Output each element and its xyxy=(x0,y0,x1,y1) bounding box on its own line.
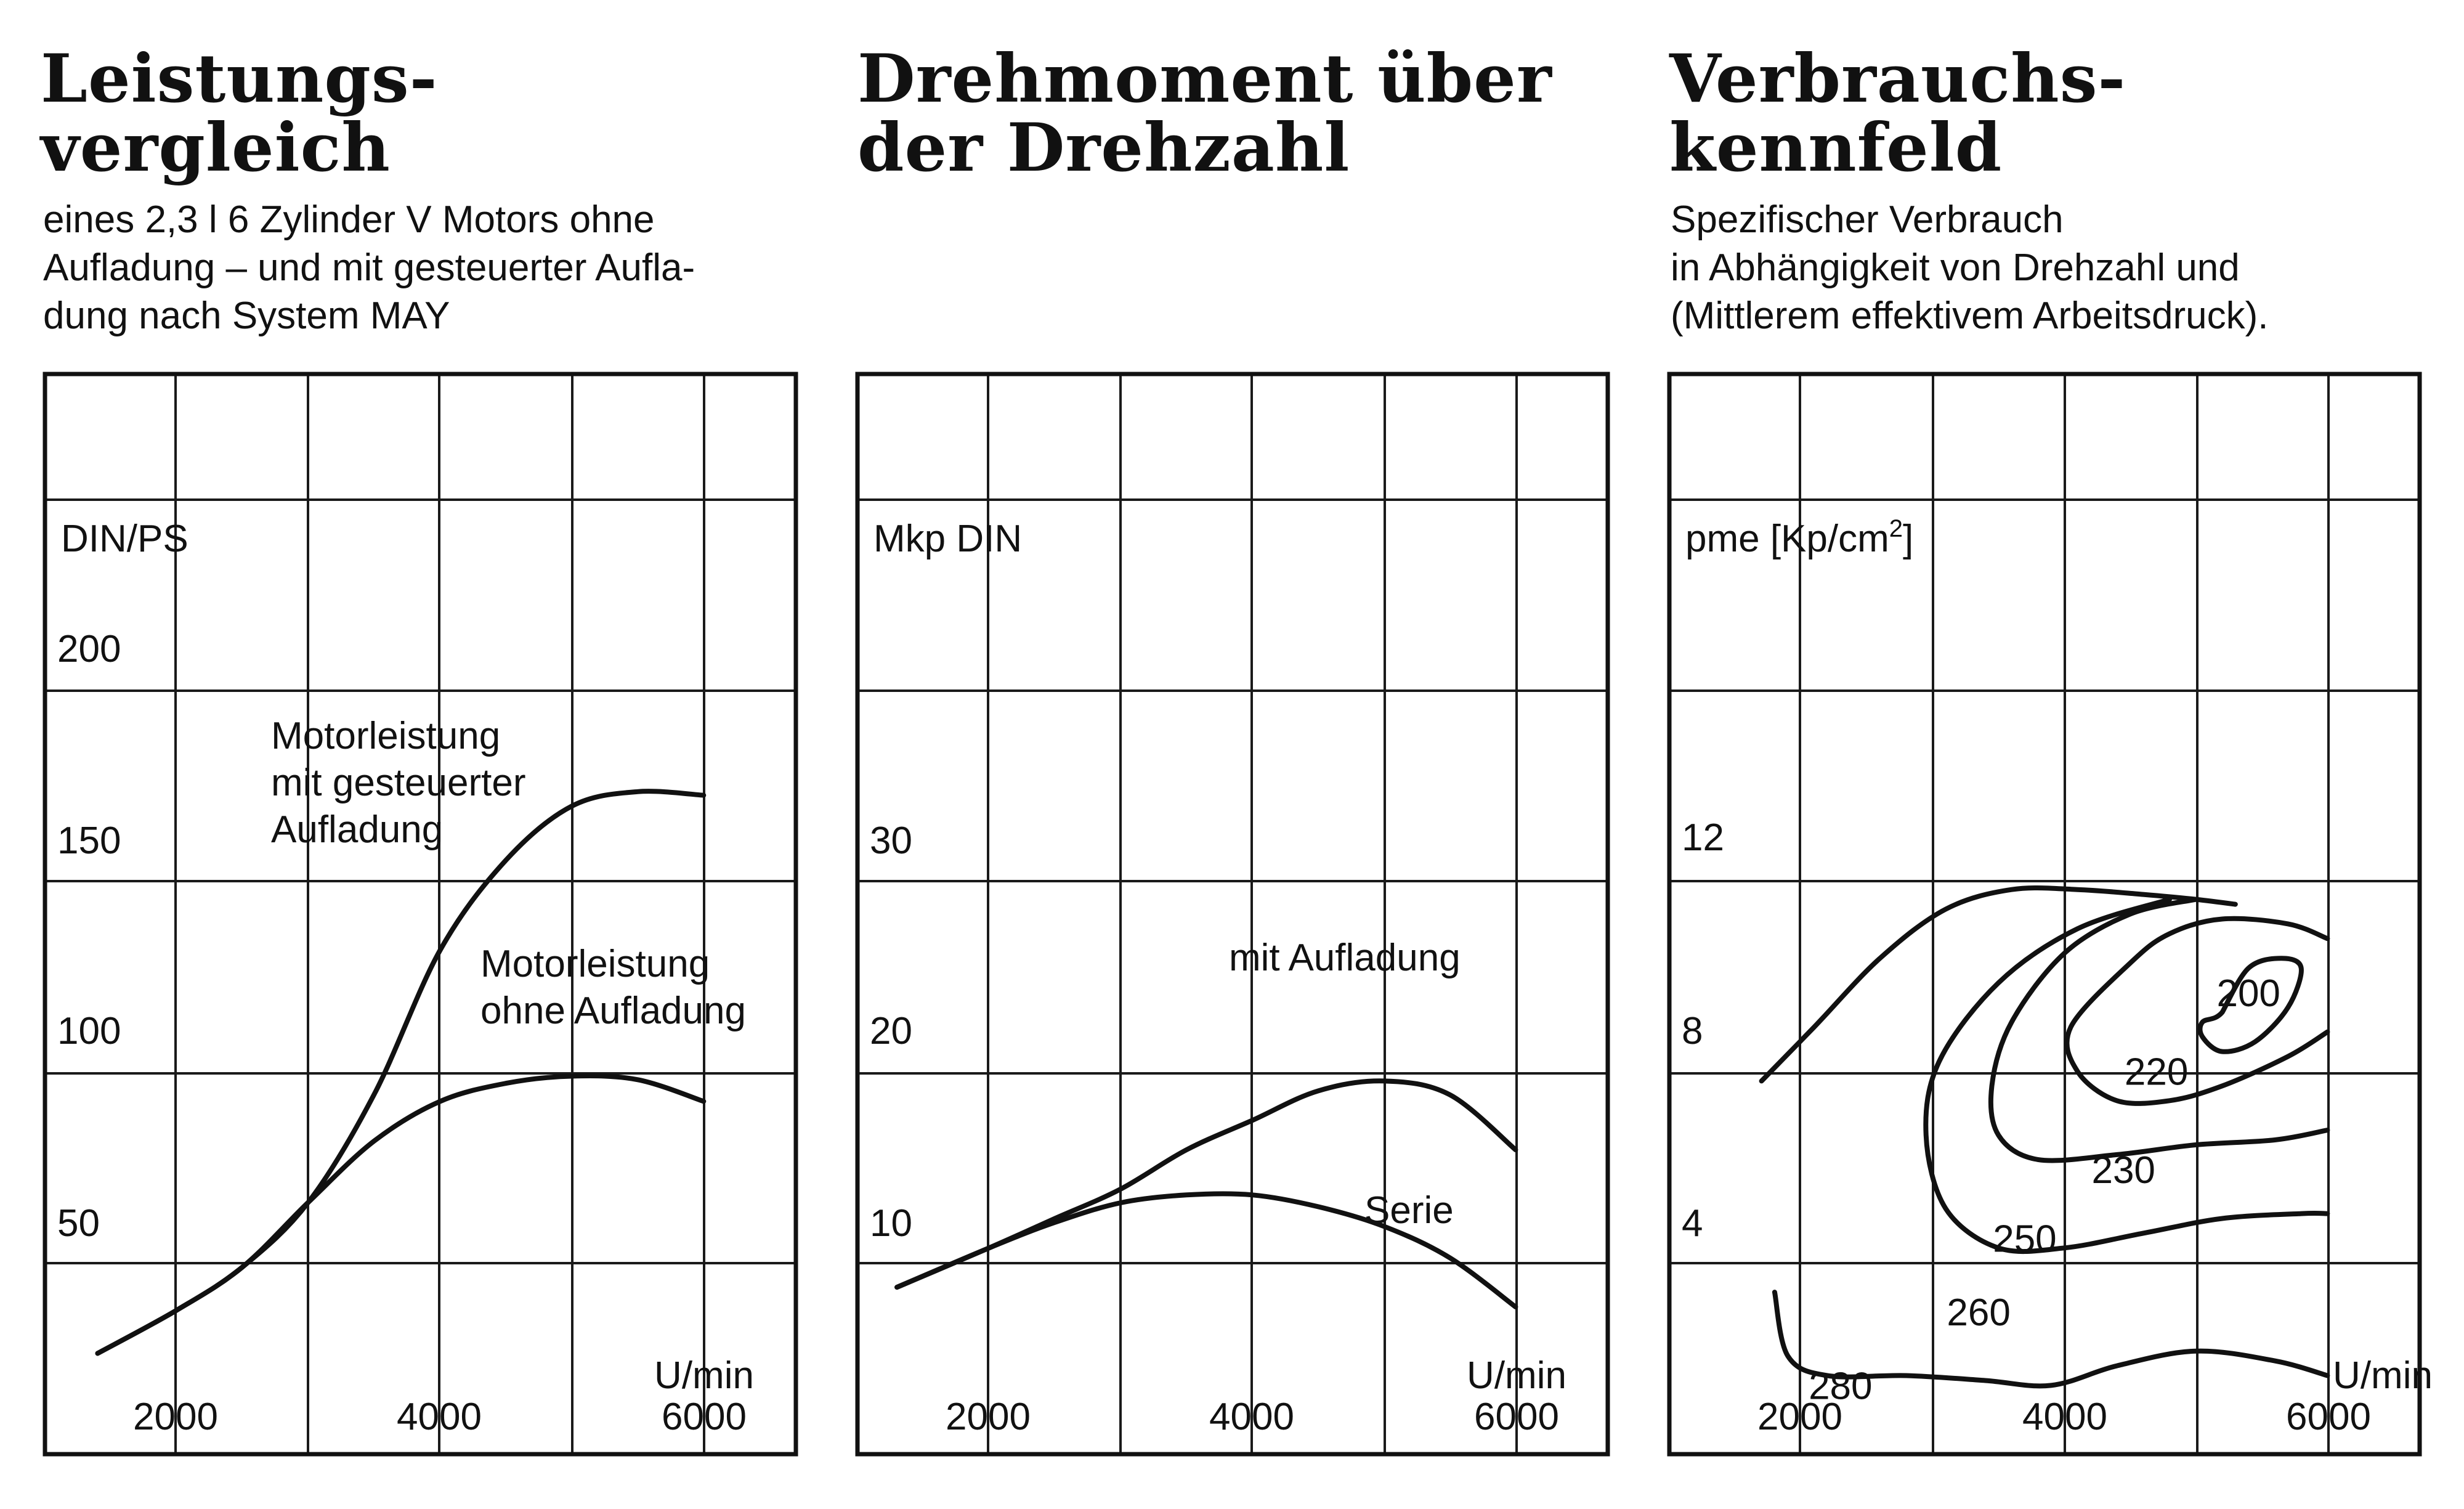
panel-2-title-line: der Drehzahl xyxy=(857,109,1350,187)
series-line-3-4 xyxy=(1923,897,2330,1255)
y-tick-label: 50 xyxy=(57,1202,100,1245)
y-tick-label: 150 xyxy=(57,820,121,862)
x-axis-label: U/min xyxy=(1467,1354,1566,1397)
series-label: Serie xyxy=(1364,1189,1454,1232)
panel-1-subtitle: eines 2,3 l 6 Zylinder V Motors ohne Auf… xyxy=(43,196,695,340)
y-tick-label: 12 xyxy=(1682,816,1724,859)
y-tick-label: 200 xyxy=(57,628,121,670)
series-line-3-2 xyxy=(2064,916,2330,1106)
y-axis-label: DIN/PS xyxy=(61,518,188,560)
panel-3-subtitle-line: in Abhängigkeit von Drehzahl und xyxy=(1671,246,2240,289)
series-line-3-5 xyxy=(1759,885,2238,1084)
x-tick-label: 4000 xyxy=(397,1396,482,1438)
contour-label: 220 xyxy=(2125,1051,2188,1093)
contour-label: 250 xyxy=(1993,1218,2056,1260)
contour-label: 200 xyxy=(2216,972,2280,1015)
panel-1-title-line: Leistungs- xyxy=(41,40,438,118)
y-tick-label: 4 xyxy=(1682,1202,1703,1245)
panel-1-subtitle-line: Aufladung – und mit gesteuerter Aufla- xyxy=(43,246,695,289)
x-axis-label: U/min xyxy=(2333,1354,2433,1397)
panel-3-subtitle-line: (Mittlerem effektivem Arbeitsdruck). xyxy=(1671,295,2269,337)
x-tick-label: 6000 xyxy=(662,1396,747,1438)
series-line-3-1 xyxy=(2197,956,2304,1054)
x-tick-label: 4000 xyxy=(2022,1396,2107,1438)
panel-1-subtitle-line: eines 2,3 l 6 Zylinder V Motors ohne xyxy=(43,198,655,241)
x-tick-label: 2000 xyxy=(1757,1396,1842,1438)
y-tick-label: 10 xyxy=(870,1202,912,1245)
x-tick-label: 2000 xyxy=(946,1396,1031,1438)
series-label: Motorleistung mit gesteuerter Aufladung xyxy=(271,715,526,851)
y-tick-label: 8 xyxy=(1682,1010,1703,1052)
plot-frame xyxy=(1667,372,2422,1457)
y-tick-label: 20 xyxy=(870,1010,912,1052)
panel-3-subtitle: Spezifischer Verbrauch in Abhängigkeit v… xyxy=(1671,196,2268,340)
panel-1-title-line: vergleich xyxy=(41,109,391,187)
series-line-2-2 xyxy=(894,1191,1518,1309)
x-tick-label: 6000 xyxy=(1474,1396,1559,1438)
panel-1-subtitle-line: dung nach System MAY xyxy=(43,295,450,337)
y-axis-label: Mkp DIN xyxy=(873,518,1022,560)
panel-2-title-line: Drehmoment über xyxy=(857,40,1552,118)
x-tick-label: 6000 xyxy=(2286,1396,2371,1438)
panel-3-subtitle-line: Spezifischer Verbrauch xyxy=(1671,198,2064,241)
x-tick-label: 4000 xyxy=(1209,1396,1294,1438)
y-tick-label: 30 xyxy=(870,820,912,862)
plot-frame xyxy=(43,372,798,1457)
series-line-2-1 xyxy=(894,1078,1518,1290)
series-line-1-2 xyxy=(95,1073,707,1356)
panel-2-title: Drehmoment über der Drehzahl xyxy=(857,44,1552,182)
panel-3-title-line: Verbrauchs- xyxy=(1669,40,2126,118)
panel-3-title: Verbrauchs- kennfeld xyxy=(1669,44,2126,182)
x-axis-label: U/min xyxy=(654,1354,754,1397)
y-axis-label: pme [Kp/cm2] xyxy=(1685,515,1913,560)
contour-label: 230 xyxy=(2091,1149,2155,1192)
series-line-3-6 xyxy=(1772,1290,2330,1389)
contour-label: 280 xyxy=(1809,1365,1872,1407)
series-label: Motorleistung ohne Aufladung xyxy=(480,943,746,1032)
contour-label: 260 xyxy=(1947,1291,2010,1334)
y-tick-label: 100 xyxy=(57,1010,121,1052)
plot-frame xyxy=(855,372,1610,1457)
series-line-3-3 xyxy=(1988,897,2330,1163)
panel-3-title-line: kennfeld xyxy=(1669,109,2003,187)
x-tick-label: 2000 xyxy=(133,1396,218,1438)
series-label: mit Aufladung xyxy=(1229,937,1461,979)
panel-1-title: Leistungs- vergleich xyxy=(41,44,438,182)
